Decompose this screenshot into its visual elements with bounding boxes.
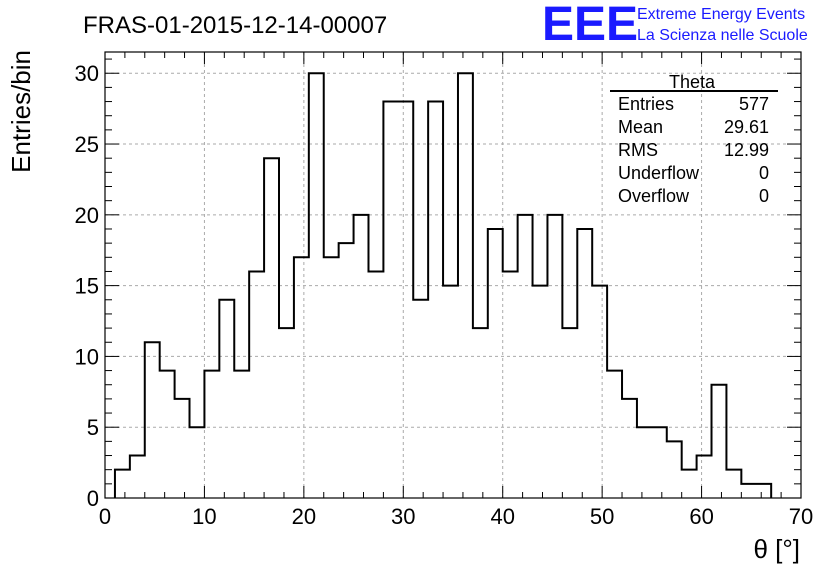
x-tick-label: 50 <box>590 504 614 529</box>
x-tick-label: 70 <box>789 504 813 529</box>
y-axis-label: Entries/bin <box>6 50 36 173</box>
histogram-bin <box>607 371 622 498</box>
histogram-bin <box>204 371 219 498</box>
stats-label: Mean <box>618 117 663 137</box>
histogram-bin <box>592 286 607 498</box>
histogram-bin <box>637 427 652 498</box>
x-tick-label: 60 <box>689 504 713 529</box>
x-tick-label: 30 <box>391 504 415 529</box>
x-tick-label: 40 <box>490 504 514 529</box>
stats-label: Underflow <box>618 163 700 183</box>
histogram-bin <box>249 271 264 498</box>
histogram-bin <box>562 328 577 498</box>
histogram-bin <box>547 215 562 498</box>
histogram-bin <box>160 371 175 498</box>
histogram-bin <box>473 328 488 498</box>
histogram-bin <box>294 257 309 498</box>
y-tick-label: 20 <box>75 203 99 228</box>
histogram-bin <box>398 102 413 498</box>
stats-label: Overflow <box>618 186 690 206</box>
histogram-bin <box>264 158 279 498</box>
histogram-bin <box>368 271 383 498</box>
stats-box: Theta Entries 577 Mean 29.61 RMS 12.99 Underfl… <box>610 72 778 206</box>
histogram-bin <box>234 371 249 498</box>
histogram-bin <box>577 229 592 498</box>
y-tick-label: 25 <box>75 132 99 157</box>
histogram-bin <box>428 102 443 498</box>
stats-value: 12.99 <box>724 140 769 160</box>
histogram-bin <box>503 271 518 498</box>
histogram-bin <box>115 470 130 498</box>
histogram-bin <box>712 385 727 498</box>
histogram-bin <box>756 484 771 498</box>
logo-line-1: Extreme Energy Events <box>637 6 805 23</box>
y-tick-label: 15 <box>75 274 99 299</box>
logo: EEE Extreme Energy Events La Scienza nel… <box>542 0 808 51</box>
stats-title: Theta <box>669 72 716 92</box>
histogram-bin <box>324 257 339 498</box>
histogram-bin <box>279 328 294 498</box>
x-tick-label: 10 <box>192 504 216 529</box>
x-axis-label: θ [°] <box>753 534 800 564</box>
y-tick-label: 30 <box>75 61 99 86</box>
histogram-bin <box>488 229 503 498</box>
y-axis-ticks: 0 5 10 15 20 25 30 <box>75 58 801 511</box>
histogram-bin <box>413 300 428 498</box>
x-tick-label: 20 <box>292 504 316 529</box>
histogram-bin <box>622 399 637 498</box>
histogram-bin <box>190 427 205 498</box>
y-tick-label: 0 <box>87 486 99 511</box>
logo-mark: EEE <box>542 0 638 51</box>
histogram-bin <box>652 427 667 498</box>
histogram-bin <box>219 300 234 498</box>
histogram-bin <box>175 399 190 498</box>
histogram-bin <box>130 456 145 498</box>
histogram-bin <box>518 215 533 498</box>
stats-value: 577 <box>739 94 769 114</box>
stats-rows: Entries 577 Mean 29.61 RMS 12.99 Underflow 0 Ove… <box>618 94 769 206</box>
logo-line-2: La Scienza nelle Scuole <box>637 27 808 44</box>
histogram-bin <box>682 470 697 498</box>
histogram-series <box>113 72 773 498</box>
histogram-outline <box>113 72 773 498</box>
histogram-bin <box>354 215 369 498</box>
histogram-bin <box>741 484 756 498</box>
x-axis-ticks: 0 10 20 30 40 50 60 70 <box>99 52 813 529</box>
histogram-bin <box>309 73 324 498</box>
y-tick-label: 5 <box>87 415 99 440</box>
stats-value: 0 <box>759 186 769 206</box>
chart-title: FRAS-01-2015-12-14-00007 <box>83 12 387 39</box>
stats-value: 0 <box>759 163 769 183</box>
stats-label: Entries <box>618 94 674 114</box>
histogram-bin <box>443 286 458 498</box>
stats-label: RMS <box>618 140 658 160</box>
histogram-bin <box>697 456 712 498</box>
plot-frame <box>104 51 802 499</box>
histogram-bin <box>533 286 548 498</box>
x-tick-label: 0 <box>99 504 111 529</box>
histogram-bin <box>339 243 354 498</box>
histogram-bin <box>383 102 398 498</box>
histogram-bin <box>458 73 473 498</box>
histogram-bin <box>726 470 741 498</box>
grid-lines <box>105 52 801 498</box>
y-tick-label: 10 <box>75 344 99 369</box>
histogram-bin <box>145 342 160 498</box>
histogram-bin <box>667 441 682 498</box>
stats-value: 29.61 <box>724 117 769 137</box>
